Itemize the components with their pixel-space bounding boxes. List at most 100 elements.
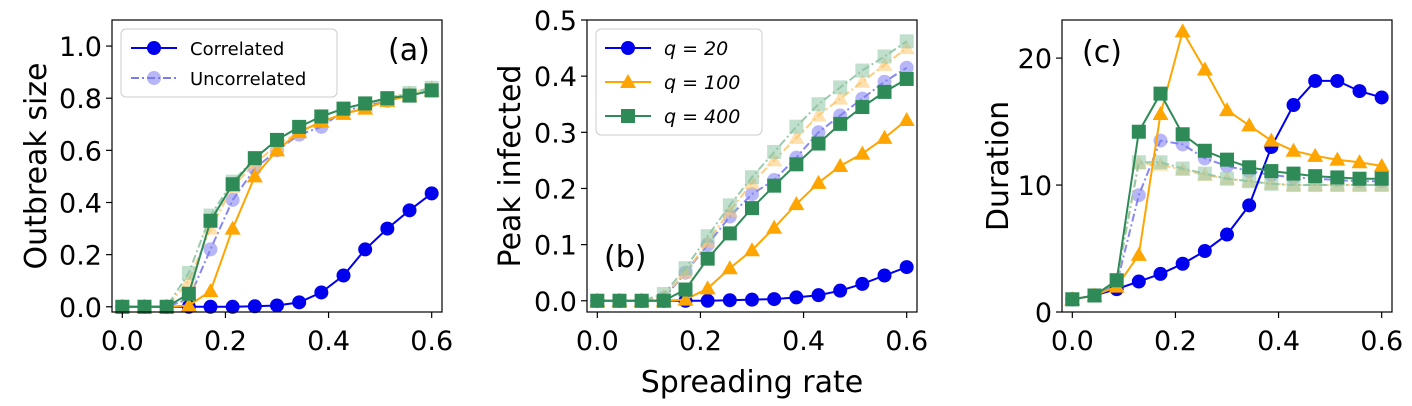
panel-c-series-q400-corr-point-13 xyxy=(1352,171,1367,186)
panel-c-series-q400-corr-point-9 xyxy=(1264,164,1279,179)
panel-b-tag: (b) xyxy=(604,240,646,275)
panel-a-series-q20-corr-point-7 xyxy=(270,298,284,313)
panel-c-series-q400-corr-point-6 xyxy=(1197,143,1212,158)
panel-b-series-q400-corr-point-7 xyxy=(745,201,759,216)
legend-label-q400: q = 400 xyxy=(664,106,740,128)
panel-a-series-q400-corr-point-3 xyxy=(181,286,196,301)
panel-a-series-q20-unc-point-4 xyxy=(203,242,218,257)
panel-a-frame xyxy=(111,19,443,313)
panel-a-series-q100-corr-point-3 xyxy=(180,297,197,312)
panel-b-xtick-label-3: 0.6 xyxy=(885,326,928,357)
panel-c-series-q400-corr-point-4 xyxy=(1153,86,1168,101)
panel-b-series-q400-unc-point-13 xyxy=(877,49,892,64)
panel-c-series-q20-corr-point-10 xyxy=(1286,98,1301,113)
panel-a-series-q20-corr-point-11 xyxy=(358,242,373,257)
panel-a-ylabel: Outbreak size xyxy=(19,62,54,269)
panel-a-legend-box xyxy=(120,28,338,98)
panel-b-series-q400-corr-point-10 xyxy=(811,136,826,151)
panel-c-ytick-label-2: 20 xyxy=(1018,44,1052,75)
panel-b-series-q400-corr-point-9 xyxy=(789,157,804,172)
panel-a-series-q20-corr-point-10 xyxy=(336,268,351,283)
panel-c-series-q400-unc-point-6 xyxy=(1197,166,1212,181)
panel-b-series-q400-corr-point-0 xyxy=(590,293,605,308)
panel-a-series-q20-corr-point-14 xyxy=(424,186,439,201)
legend-label-q100: q = 100 xyxy=(664,72,740,94)
panel-a-series-q100-corr-point-6 xyxy=(246,168,263,183)
panel-c: 0.0 0.2 0.4 0.6 0 10 20 Duration (c) xyxy=(981,19,1403,357)
panel-c-series-q20-corr-point-13 xyxy=(1352,84,1367,99)
panel-b-ytick-label-2: 0.2 xyxy=(534,174,577,205)
panel-b-series-q400-unc-point-5 xyxy=(700,229,715,244)
panel-c-series-q400-corr-point-8 xyxy=(1242,160,1257,175)
panel-b-series-q20-corr-point-6 xyxy=(722,293,737,308)
panel-a-series-q400-corr-point-14 xyxy=(424,83,439,98)
panel-b-series-q100-corr-point-14 xyxy=(898,111,915,126)
panel-a-ytick-label-2: 0.4 xyxy=(59,189,102,220)
panel-c-ytick-label-1: 10 xyxy=(1018,171,1052,202)
panel-b-series-q400-corr-point-6 xyxy=(722,226,737,241)
panel-a-ytick-label-3: 0.6 xyxy=(59,136,102,167)
panel-a-legend: Correlated Uncorrelated xyxy=(120,28,338,98)
panel-b-series-q400-corr-point-8 xyxy=(767,178,782,193)
panel-c-series-q20-corr-point-11 xyxy=(1308,73,1323,88)
panel-b-series-q400-corr-point-13 xyxy=(877,84,892,99)
panel-c-frame xyxy=(1061,19,1393,313)
panel-b-series-q400-unc-point-7 xyxy=(745,170,759,185)
panel-b-series-q400-corr-point-4 xyxy=(678,282,693,297)
panel-b-series-q400-unc-point-11 xyxy=(833,80,848,95)
panel-b-series-q100-unc-point-11 xyxy=(832,90,849,105)
panel-b-ytick-label-1: 0.1 xyxy=(534,231,577,262)
panel-c-series-q100-corr-point-14 xyxy=(1373,158,1390,172)
panel-a-series-q400-corr-point-9 xyxy=(314,109,329,124)
panel-a-series-q400-corr-point-1 xyxy=(137,299,152,314)
panel-b-frame xyxy=(586,19,918,313)
panel-c-series-q20-corr-point-3 xyxy=(1131,274,1146,289)
panel-a-ytick-label-5: 1.0 xyxy=(59,32,102,63)
panel-b-series-q100-unc-point-12 xyxy=(854,73,871,88)
panel-b-series-q20-corr-point-7 xyxy=(745,292,759,307)
panel-a-series-q400-corr-point-8 xyxy=(292,119,307,134)
panel-b-series-q100-unc-point-9 xyxy=(788,129,805,144)
panel-a-ticks: 0.0 0.2 0.4 0.6 0.0 0.2 0.4 0.6 0.8 1.0 xyxy=(59,32,453,357)
panel-c-xtick-label-0: 0.0 xyxy=(1051,326,1094,357)
panel-a: 0.0 0.2 0.4 0.6 0.0 0.2 0.4 0.6 0.8 1.0 Outbreak … xyxy=(19,19,453,357)
panel-c-series-q20-unc-point-3 xyxy=(1131,188,1146,203)
panel-c-series-q400-corr-point-14 xyxy=(1374,171,1389,186)
panel-b-series-q400-corr-point-11 xyxy=(833,116,848,131)
panel-a-series-q100-corr-point-4 xyxy=(202,283,219,298)
panel-c-series-q100-corr-point-3 xyxy=(1130,246,1147,261)
panel-b-series-q100-corr-point-6 xyxy=(721,260,738,275)
panel-b-series-q400-corr-point-14 xyxy=(899,71,914,86)
panel-c-series-q400-unc-point-4 xyxy=(1153,155,1168,170)
panel-b-series-q100-corr-point-8 xyxy=(766,219,783,234)
panel-a-xtick-label-0: 0.0 xyxy=(101,326,144,357)
panel-b-ylabel: Peak infected xyxy=(493,65,528,268)
panel-b-series-q20-corr-point-11 xyxy=(833,283,848,298)
panel-b-series-q400-corr-point-2 xyxy=(634,293,649,308)
panel-a-plot xyxy=(114,79,440,314)
panel-a-series-q100-corr-point-7 xyxy=(269,142,285,157)
panel-b-series-q400-unc-point-9 xyxy=(789,119,804,134)
legend-marker-q20 xyxy=(621,41,635,55)
panel-b-series-q400-unc-point-6 xyxy=(722,198,737,213)
panel-a-series-q400-corr-point-4 xyxy=(203,213,218,228)
panel-b-series-q100-unc-point-10 xyxy=(810,107,827,122)
panel-c-series-q100-corr-point-9 xyxy=(1263,132,1280,147)
legend-marker-q100 xyxy=(620,74,636,88)
panel-c-series-q400-corr-point-1 xyxy=(1087,288,1102,303)
panel-b-series-q400-unc-point-8 xyxy=(767,144,782,159)
panel-c-series-q400-corr-point-7 xyxy=(1220,152,1234,167)
panel-b-series-q20-corr-point-9 xyxy=(789,290,804,305)
panel-c-series-q20-unc-line xyxy=(1072,139,1382,301)
panel-c-series-q20-corr-point-8 xyxy=(1242,198,1257,213)
panel-a-series-q20-corr-point-12 xyxy=(380,221,395,236)
panel-c-ytick-label-0: 0 xyxy=(1035,298,1052,329)
panel-c-series-q100-corr-point-10 xyxy=(1285,142,1302,157)
panel-b-series-q400-corr-point-12 xyxy=(855,100,870,115)
panel-b-series-q20-corr-point-13 xyxy=(877,268,892,283)
panel-c-series-q100-corr-point-12 xyxy=(1329,151,1346,166)
panel-b-ticks: 0.0 0.2 0.4 0.6 0.0 0.1 0.2 0.3 0.4 0.5 xyxy=(534,6,928,357)
panel-c-series-q100-corr-point-6 xyxy=(1196,61,1213,76)
panel-a-ytick-label-1: 0.2 xyxy=(59,241,102,272)
panel-b-series-q20-corr-point-12 xyxy=(855,276,870,291)
